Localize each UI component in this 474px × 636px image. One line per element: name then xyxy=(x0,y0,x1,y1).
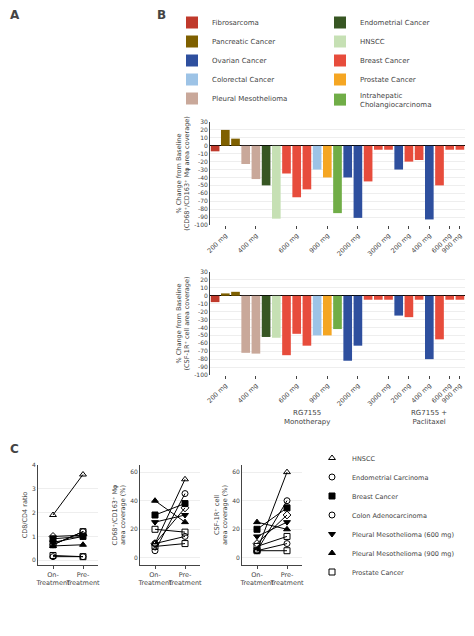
svg-text:On-Treatment: On-Treatment xyxy=(239,571,274,587)
svg-text:Pre-Treatment: Pre-Treatment xyxy=(65,571,100,587)
svg-text:2000 mg: 2000 mg xyxy=(335,232,361,258)
svg-text:1: 1 xyxy=(32,533,36,540)
svg-text:-20: -20 xyxy=(198,158,208,165)
svg-text:CSF-1R⁺ cellarea coverage (%): CSF-1R⁺ cellarea coverage (%) xyxy=(213,485,229,545)
svg-text:600 mg: 600 mg xyxy=(277,382,300,405)
svg-text:900 mg: 900 mg xyxy=(440,232,463,255)
svg-text:-70: -70 xyxy=(198,197,208,204)
svg-text:0: 0 xyxy=(134,554,138,561)
svg-text:30: 30 xyxy=(200,118,208,125)
svg-text:-60: -60 xyxy=(198,339,208,346)
svg-text:0: 0 xyxy=(204,142,208,149)
svg-text:400 mg: 400 mg xyxy=(410,382,433,405)
svg-text:2000 mg: 2000 mg xyxy=(335,382,361,408)
svg-text:-60: -60 xyxy=(198,189,208,196)
svg-text:400 mg: 400 mg xyxy=(410,232,433,255)
svg-text:-80: -80 xyxy=(198,205,208,212)
svg-text:Pre-Treatment: Pre-Treatment xyxy=(167,571,202,587)
svg-text:10: 10 xyxy=(200,134,208,141)
svg-text:10: 10 xyxy=(200,284,208,291)
svg-text:0: 0 xyxy=(204,292,208,299)
svg-text:400 mg: 400 mg xyxy=(236,232,259,255)
svg-text:200 mg: 200 mg xyxy=(389,232,412,255)
svg-text:-30: -30 xyxy=(198,316,208,323)
svg-text:Endometrial Cancer: Endometrial Cancer xyxy=(360,19,430,27)
svg-text:2: 2 xyxy=(32,509,36,516)
svg-text:Prostate Cancer: Prostate Cancer xyxy=(352,569,404,577)
svg-text:IntrahepaticCholangiocarcinoma: IntrahepaticCholangiocarcinoma xyxy=(360,92,431,109)
svg-text:3000 mg: 3000 mg xyxy=(366,382,392,408)
svg-text:-90: -90 xyxy=(198,363,208,370)
svg-text:Breast Cancer: Breast Cancer xyxy=(360,57,410,65)
svg-text:3: 3 xyxy=(32,485,36,492)
svg-text:-40: -40 xyxy=(198,324,208,331)
svg-text:600 mg: 600 mg xyxy=(430,382,453,405)
svg-text:60: 60 xyxy=(130,468,138,475)
svg-text:-20: -20 xyxy=(198,308,208,315)
svg-text:0: 0 xyxy=(236,554,240,561)
svg-text:CD68⁺/CD163⁺ Mφarea coverage (: CD68⁺/CD163⁺ Mφarea coverage (%) xyxy=(111,485,127,546)
svg-text:200 mg: 200 mg xyxy=(206,232,229,255)
svg-text:-40: -40 xyxy=(198,174,208,181)
svg-text:CD8/CD4 ratio: CD8/CD4 ratio xyxy=(21,492,29,539)
svg-text:900 mg: 900 mg xyxy=(440,382,463,405)
svg-text:Ovarian Cancer: Ovarian Cancer xyxy=(212,57,266,65)
svg-text:-30: -30 xyxy=(198,166,208,173)
svg-text:Pancreatic Cancer: Pancreatic Cancer xyxy=(212,38,275,46)
svg-text:% Change from Baseline(CD68⁺/C: % Change from Baseline(CD68⁺/CD163⁺ Mφ a… xyxy=(175,116,191,231)
svg-text:HNSCC: HNSCC xyxy=(352,455,375,463)
svg-text:3000 mg: 3000 mg xyxy=(366,232,392,258)
svg-text:-10: -10 xyxy=(198,150,208,157)
svg-text:B: B xyxy=(157,8,166,22)
svg-text:Prostate Cancer: Prostate Cancer xyxy=(360,76,416,84)
svg-text:Colon Adenocarcinoma: Colon Adenocarcinoma xyxy=(352,512,427,520)
svg-text:RG7155Monotherapy: RG7155Monotherapy xyxy=(284,409,330,426)
svg-text:40: 40 xyxy=(232,497,240,504)
svg-text:900 mg: 900 mg xyxy=(308,232,331,255)
svg-text:Endometrial Carcinoma: Endometrial Carcinoma xyxy=(352,474,428,482)
svg-text:-100: -100 xyxy=(194,221,208,228)
svg-text:30: 30 xyxy=(200,268,208,275)
svg-text:-50: -50 xyxy=(198,181,208,188)
svg-text:-10: -10 xyxy=(198,300,208,307)
svg-text:200 mg: 200 mg xyxy=(206,382,229,405)
svg-text:% Change from Baseline(CSF-1R⁺: % Change from Baseline(CSF-1R⁺ cell area… xyxy=(175,277,191,371)
svg-text:RG7155 +Paclitaxel: RG7155 +Paclitaxel xyxy=(411,409,447,426)
svg-text:Pleural Mesothelioma (600 mg): Pleural Mesothelioma (600 mg) xyxy=(352,531,454,539)
svg-text:4: 4 xyxy=(32,461,36,468)
svg-text:-100: -100 xyxy=(194,371,208,378)
svg-text:-70: -70 xyxy=(198,347,208,354)
svg-text:60: 60 xyxy=(232,468,240,475)
svg-text:600 mg: 600 mg xyxy=(430,232,453,255)
svg-text:0: 0 xyxy=(32,556,36,563)
svg-text:40: 40 xyxy=(130,497,138,504)
svg-text:On-Treatment: On-Treatment xyxy=(35,571,70,587)
svg-text:900 mg: 900 mg xyxy=(308,382,331,405)
svg-text:-80: -80 xyxy=(198,355,208,362)
svg-text:20: 20 xyxy=(200,126,208,133)
svg-text:20: 20 xyxy=(200,276,208,283)
svg-text:HNSCC: HNSCC xyxy=(360,38,385,46)
svg-text:On-Treatment: On-Treatment xyxy=(137,571,172,587)
svg-text:A: A xyxy=(10,8,20,22)
svg-text:C: C xyxy=(10,442,19,456)
svg-text:Colorectal Cancer: Colorectal Cancer xyxy=(212,76,274,84)
svg-text:Pleural Mesothelioma (900 mg): Pleural Mesothelioma (900 mg) xyxy=(352,550,454,558)
svg-text:20: 20 xyxy=(232,525,240,532)
svg-text:Fibrosarcoma: Fibrosarcoma xyxy=(212,19,259,27)
svg-text:Pre-Treatment: Pre-Treatment xyxy=(269,571,304,587)
svg-text:20: 20 xyxy=(130,525,138,532)
svg-text:Pleural Mesothelioma: Pleural Mesothelioma xyxy=(212,95,287,103)
svg-text:200 mg: 200 mg xyxy=(389,382,412,405)
svg-text:-90: -90 xyxy=(198,213,208,220)
svg-text:400 mg: 400 mg xyxy=(236,382,259,405)
svg-text:-50: -50 xyxy=(198,331,208,338)
svg-text:Breast Cancer: Breast Cancer xyxy=(352,493,398,501)
svg-text:600 mg: 600 mg xyxy=(277,232,300,255)
